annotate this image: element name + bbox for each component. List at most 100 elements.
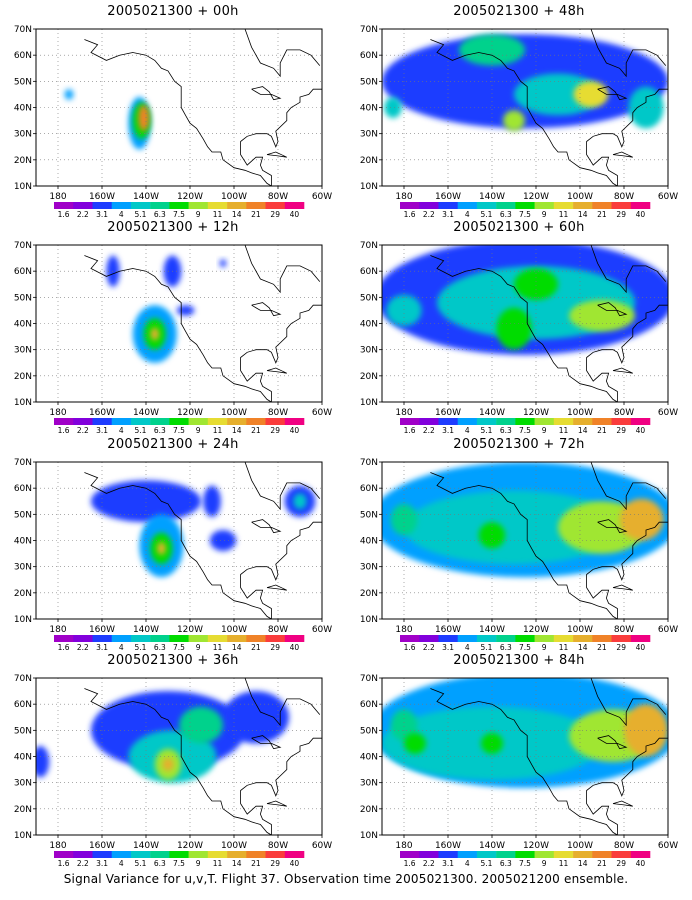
lat-tick-label: 30N xyxy=(14,563,32,573)
variance-contour xyxy=(384,97,402,118)
coastline xyxy=(612,367,633,374)
lon-tick-label: 100W xyxy=(567,625,593,635)
lon-tick-label: 180 xyxy=(395,841,412,851)
panel-title: 2005021300 + 84h xyxy=(453,653,585,668)
lon-tick-label: 140W xyxy=(479,192,505,202)
variance-contour xyxy=(503,110,525,132)
colorbar-swatch xyxy=(457,418,478,425)
colorbar-swatch xyxy=(630,202,651,209)
lon-tick-label: 80W xyxy=(614,192,634,202)
colorbar-label: 40 xyxy=(636,643,646,652)
panel-title: 2005021300 + 60h xyxy=(453,220,585,235)
lon-tick-label: 80W xyxy=(614,841,634,851)
colorbar-label: 29 xyxy=(270,210,280,219)
lat-tick-label: 10N xyxy=(14,615,32,625)
lat-tick-label: 30N xyxy=(14,130,32,140)
colorbar-swatch xyxy=(534,418,555,425)
colorbar-label: 4 xyxy=(465,426,470,435)
colorbar-label: 3.1 xyxy=(442,210,454,219)
lat-tick-label: 30N xyxy=(14,346,32,356)
colorbar-label: 4 xyxy=(119,210,124,219)
colorbar-swatch xyxy=(169,202,189,209)
colorbar-label: 14 xyxy=(232,426,242,435)
colorbar-swatch xyxy=(150,418,170,425)
lon-tick-label: 160W xyxy=(89,192,115,202)
colorbar-label: 9 xyxy=(196,859,201,868)
lat-tick-label: 50N xyxy=(360,726,378,736)
colorbar-label: 14 xyxy=(232,859,242,868)
lon-tick-label: 60W xyxy=(312,841,332,851)
colorbar-label: 3.1 xyxy=(442,426,454,435)
colorbar-label: 7.5 xyxy=(173,859,185,868)
lat-tick-label: 10N xyxy=(360,398,378,408)
panel-title: 2005021300 + 72h xyxy=(453,437,585,452)
colorbar-label: 21 xyxy=(251,210,261,219)
colorbar-label: 11 xyxy=(213,859,223,868)
coastline xyxy=(586,521,668,619)
colorbar-swatch xyxy=(438,851,458,858)
coastline xyxy=(590,678,667,727)
lon-tick-label: 80W xyxy=(268,625,288,635)
colorbar-swatch xyxy=(400,418,420,425)
colorbar-swatch xyxy=(515,635,535,642)
lat-tick-label: 60N xyxy=(360,267,378,277)
colorbar-swatch xyxy=(515,418,535,425)
colorbar-swatch xyxy=(496,851,516,858)
colorbar-swatch xyxy=(534,202,555,209)
map-svg: 10N 20N 30N 40N 50N 60N 70N 180 160W 140W 120W 100W… xyxy=(14,458,332,652)
colorbar-swatch xyxy=(54,851,74,858)
lon-tick-label: 60W xyxy=(312,408,332,418)
colorbar-swatch xyxy=(227,851,247,858)
colorbar-swatch xyxy=(169,418,189,425)
colorbar-label: 1.6 xyxy=(404,426,416,435)
colorbar-label: 2.2 xyxy=(423,210,435,219)
colorbar-swatch xyxy=(130,635,151,642)
colorbar-label: 9 xyxy=(196,643,201,652)
coastline xyxy=(240,88,322,186)
lat-tick-label: 20N xyxy=(360,805,378,815)
colorbar-label: 5.1 xyxy=(135,210,147,219)
lon-tick-label: 180 xyxy=(49,841,66,851)
colorbar-swatch xyxy=(246,635,266,642)
colorbar-label: 1.6 xyxy=(404,643,416,652)
colorbar-label: 29 xyxy=(616,426,626,435)
lon-tick-label: 60W xyxy=(658,625,678,635)
colorbar-swatch xyxy=(476,202,497,209)
lon-tick-label: 180 xyxy=(395,192,412,202)
lon-tick-label: 140W xyxy=(479,625,505,635)
variance-contour xyxy=(162,757,174,771)
colorbar-swatch xyxy=(150,635,170,642)
colorbar-label: 40 xyxy=(636,210,646,219)
colorbar-label: 11 xyxy=(559,643,569,652)
colorbar-label: 2.2 xyxy=(77,210,89,219)
colorbar-label: 7.5 xyxy=(173,210,185,219)
colorbar-label: 40 xyxy=(290,426,300,435)
colorbar-swatch xyxy=(419,851,439,858)
coastline xyxy=(430,688,618,835)
colorbar-label: 3.1 xyxy=(442,643,454,652)
lat-tick-label: 30N xyxy=(360,346,378,356)
lat-tick-label: 50N xyxy=(360,293,378,303)
colorbar-label: 11 xyxy=(559,210,569,219)
lat-tick-label: 10N xyxy=(360,182,378,192)
variance-contour xyxy=(569,300,635,332)
variance-contour xyxy=(209,530,237,551)
lon-tick-label: 120W xyxy=(177,625,203,635)
lon-tick-label: 160W xyxy=(435,625,461,635)
colorbar-label: 21 xyxy=(597,859,607,868)
colorbar-swatch xyxy=(246,202,266,209)
colorbar-swatch xyxy=(92,851,112,858)
colorbar-label: 40 xyxy=(290,210,300,219)
lat-tick-label: 30N xyxy=(360,563,378,573)
colorbar-swatch xyxy=(630,418,651,425)
colorbar-label: 2.2 xyxy=(423,859,435,868)
colorbar-label: 7.5 xyxy=(519,643,531,652)
lon-tick-label: 180 xyxy=(49,192,66,202)
colorbar-label: 6.3 xyxy=(500,643,512,652)
colorbar-swatch xyxy=(73,851,93,858)
lat-tick-label: 60N xyxy=(14,700,32,710)
lon-tick-label: 160W xyxy=(89,841,115,851)
colorbar-swatch xyxy=(54,202,74,209)
variance-contour xyxy=(150,327,160,341)
colorbar-swatch xyxy=(573,851,593,858)
